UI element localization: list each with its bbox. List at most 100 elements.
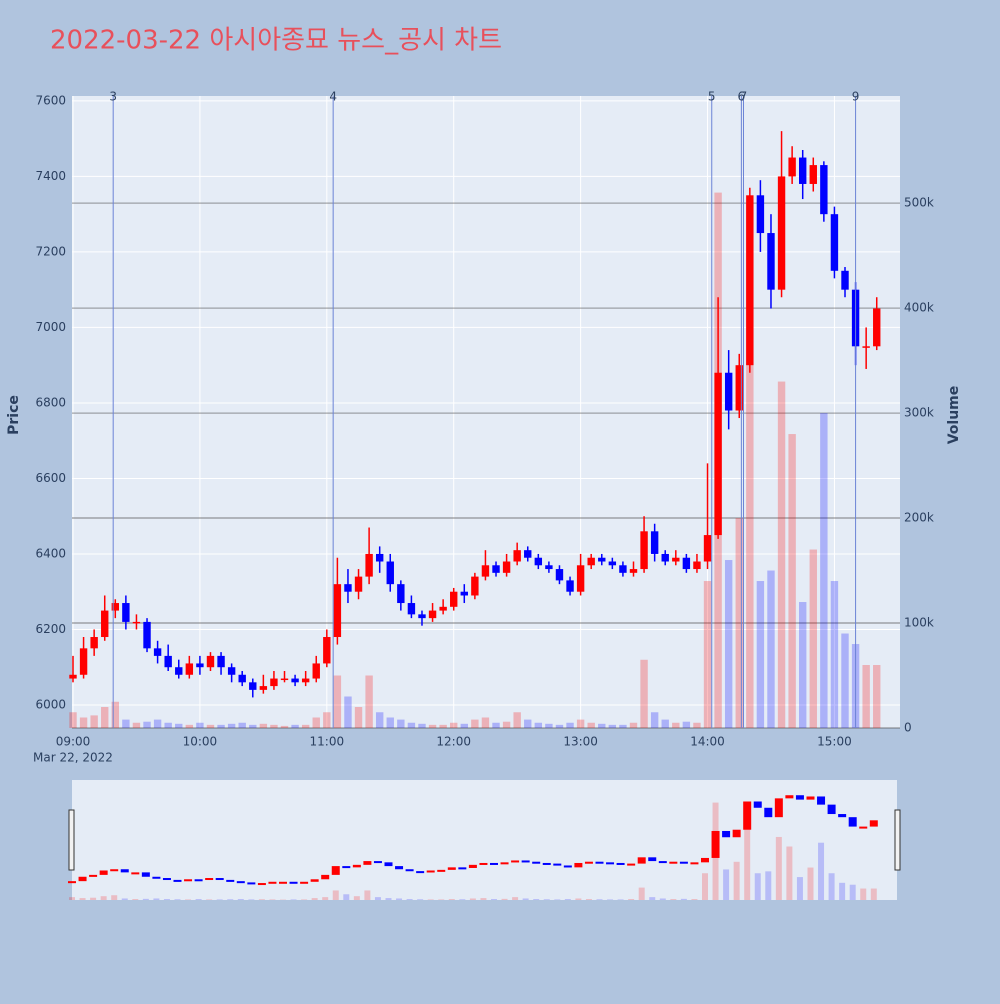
volume-bar	[810, 550, 817, 728]
volume-bar	[365, 676, 372, 728]
mini-volume-bar	[860, 889, 866, 900]
mini-candle	[669, 862, 677, 864]
mini-volume-bar	[375, 897, 381, 900]
slider-handle[interactable]	[69, 810, 74, 870]
volume-bar	[175, 724, 182, 728]
candle-body	[302, 679, 309, 683]
mini-volume-bar	[196, 899, 202, 900]
mini-volume-bar	[755, 873, 761, 900]
volume-bar	[217, 725, 224, 728]
news-label: 4	[329, 90, 337, 104]
candle-body	[524, 550, 531, 558]
volume-bar	[334, 676, 341, 728]
mini-candle	[501, 862, 509, 864]
y-tick-label: 7000	[35, 320, 66, 334]
volume-bar	[323, 712, 330, 728]
slider-handle[interactable]	[895, 810, 900, 870]
mini-candle	[817, 796, 825, 804]
candle-body	[365, 554, 372, 577]
candle-body	[207, 656, 214, 667]
mini-volume-bar	[111, 895, 117, 900]
mini-candle	[543, 863, 551, 865]
mini-volume-bar	[407, 899, 413, 900]
x-date-label: Mar 22, 2022	[33, 751, 113, 765]
volume-bar	[704, 581, 711, 728]
mini-volume-bar	[122, 898, 128, 900]
mini-volume-bar	[101, 896, 107, 900]
mini-candle	[110, 869, 118, 871]
x-tick-label: 12:00	[436, 735, 471, 749]
candle-body	[239, 675, 246, 683]
volume-bar	[725, 560, 732, 728]
mini-candle	[216, 878, 224, 880]
volume-bar	[69, 712, 76, 728]
mini-candle	[205, 878, 213, 880]
candle-body	[418, 614, 425, 618]
mini-candle	[184, 879, 192, 881]
mini-volume-bar	[459, 899, 465, 900]
candle-body	[143, 622, 150, 648]
candle-body	[461, 592, 468, 596]
volume-bar	[630, 723, 637, 728]
volume-bar	[228, 724, 235, 728]
mini-candle	[247, 882, 255, 884]
x-tick-label: 13:00	[563, 735, 598, 749]
volume-bar	[482, 718, 489, 728]
volume-bar	[270, 725, 277, 728]
candle-body	[704, 535, 711, 561]
mini-candle	[712, 831, 720, 858]
candle-body	[799, 158, 806, 184]
mini-candle	[384, 862, 392, 866]
candle-body	[577, 565, 584, 591]
mini-candle	[733, 830, 741, 838]
candle-body	[556, 569, 563, 580]
mini-volume-bar	[523, 898, 529, 900]
mini-volume-bar	[818, 843, 824, 900]
y2-tick-label: 500k	[904, 196, 934, 210]
mini-candle	[237, 881, 245, 883]
candle-body	[693, 562, 700, 570]
mini-volume-bar	[385, 898, 391, 900]
volume-bar	[683, 722, 690, 728]
mini-volume-bar	[649, 897, 655, 900]
mini-candle	[152, 877, 160, 879]
mini-candle	[173, 880, 181, 882]
candle-body	[714, 373, 721, 535]
candle-body	[334, 584, 341, 637]
candle-body	[228, 667, 235, 675]
candle-body	[545, 565, 552, 569]
mini-candle	[859, 827, 867, 829]
mini-candle	[690, 862, 698, 864]
volume-bar	[439, 725, 446, 728]
mini-volume-bar	[269, 899, 275, 900]
candle-body	[355, 577, 362, 592]
volume-bar	[757, 581, 764, 728]
mini-candle	[754, 801, 762, 807]
mini-candle	[68, 881, 76, 883]
volume-bar	[831, 581, 838, 728]
y-tick-label: 6000	[35, 697, 66, 711]
volume-bar	[450, 723, 457, 728]
mini-candle	[226, 880, 234, 882]
candle-body	[270, 679, 277, 687]
x-tick-label: 10:00	[183, 735, 218, 749]
candle-body	[80, 648, 87, 674]
volume-bar	[344, 697, 351, 728]
volume-bar	[693, 723, 700, 728]
mini-volume-bar	[565, 899, 571, 900]
candle-body	[841, 271, 848, 290]
candle-body	[323, 637, 330, 663]
volume-bar	[587, 723, 594, 728]
mini-candle	[585, 862, 593, 864]
mini-candle	[606, 862, 614, 864]
candle-body	[164, 656, 171, 667]
volume-bar	[249, 725, 256, 728]
mini-candle	[627, 864, 635, 866]
range-slider	[72, 780, 897, 900]
candle-body	[122, 603, 129, 622]
candle-body	[217, 656, 224, 667]
mini-candle	[416, 871, 424, 873]
mini-volume-bar	[691, 899, 697, 900]
volume-bar	[662, 720, 669, 728]
